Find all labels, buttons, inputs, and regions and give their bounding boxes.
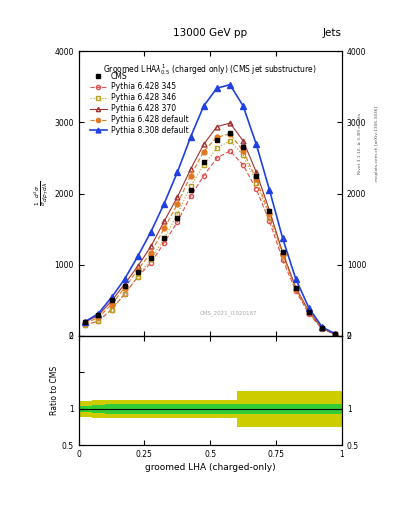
Y-axis label: Ratio to CMS: Ratio to CMS: [50, 366, 59, 415]
Text: mcplots.cern.ch [arXiv:1306.3436]: mcplots.cern.ch [arXiv:1306.3436]: [375, 106, 379, 181]
Text: Jets: Jets: [323, 28, 342, 38]
Text: CMS_2021_I1920187: CMS_2021_I1920187: [200, 310, 257, 316]
X-axis label: groomed LHA (charged-only): groomed LHA (charged-only): [145, 463, 275, 473]
Text: 13000 GeV pp: 13000 GeV pp: [173, 28, 247, 38]
Legend: CMS, Pythia 6.428 345, Pythia 6.428 346, Pythia 6.428 370, Pythia 6.428 default,: CMS, Pythia 6.428 345, Pythia 6.428 346,…: [88, 69, 191, 137]
Text: Groomed LHA$\lambda^{1}_{0.5}$ (charged only) (CMS jet substructure): Groomed LHA$\lambda^{1}_{0.5}$ (charged …: [103, 62, 317, 77]
Text: Rivet 3.1.10, ≥ 3.3M events: Rivet 3.1.10, ≥ 3.3M events: [358, 113, 362, 174]
Y-axis label: $\frac{1}{\sigma}\frac{d^2\sigma}{dp_T\,d\lambda}$: $\frac{1}{\sigma}\frac{d^2\sigma}{dp_T\,…: [33, 181, 51, 206]
